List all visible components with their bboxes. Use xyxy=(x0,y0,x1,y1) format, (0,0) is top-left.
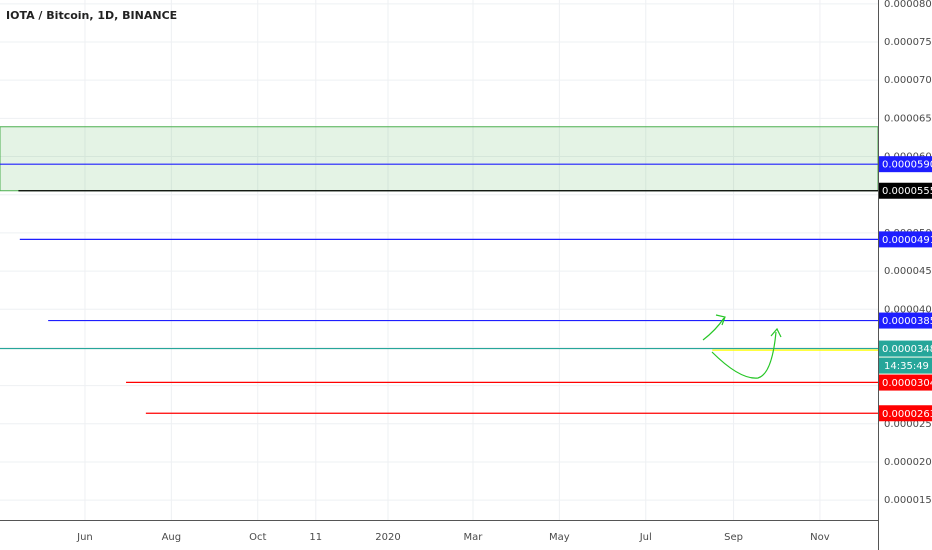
price-label-bg xyxy=(879,156,932,173)
arrow xyxy=(711,331,777,379)
y-tick-label: 0.00002500 xyxy=(884,419,932,430)
x-tick-label: Jun xyxy=(76,532,93,543)
y-tick-label: 0.00004000 xyxy=(884,304,932,315)
price-label-bg xyxy=(879,182,932,199)
x-tick-label: 11 xyxy=(309,532,322,543)
price-label: 0.00003852 xyxy=(882,316,932,327)
zone xyxy=(0,126,879,192)
price-label-bg xyxy=(879,405,932,422)
x-tick-label: Oct xyxy=(249,532,266,543)
price-label: 0.00004915 xyxy=(882,235,932,246)
countdown-bg xyxy=(879,357,932,374)
x-tick-label: Jul xyxy=(639,532,652,543)
price-label: 0.00003042 xyxy=(882,378,932,389)
price-label: 0.00005900 xyxy=(882,160,932,171)
countdown: 14:35:49 xyxy=(884,361,929,372)
price-label-bg xyxy=(879,231,932,248)
y-tick-label: 0.00002000 xyxy=(884,457,932,468)
y-tick-label: 0.00007500 xyxy=(884,37,932,48)
arrow-head xyxy=(770,327,782,338)
price-label: 0.00005552 xyxy=(882,186,932,197)
y-tick-label: 0.00008000 xyxy=(884,0,932,10)
x-tick-label: Sep xyxy=(724,532,743,543)
x-tick-label: May xyxy=(549,532,570,543)
price-label-bg xyxy=(879,312,932,329)
arrow-head xyxy=(715,314,726,326)
y-tick-label: 0.00001500 xyxy=(884,495,932,506)
x-tick-label: Mar xyxy=(464,532,484,543)
x-tick-label: Aug xyxy=(162,532,182,543)
price-label: 0.00002638 xyxy=(882,409,932,420)
y-tick-label: 0.00004500 xyxy=(884,266,932,277)
y-tick-label: 0.00006500 xyxy=(884,113,932,124)
price-label: 0.00003485 xyxy=(882,344,932,355)
chart-title: IOTA / Bitcoin, 1D, BINANCE xyxy=(6,9,177,22)
arrow xyxy=(702,317,725,341)
x-tick-label: 2020 xyxy=(375,532,400,543)
x-tick-label: Nov xyxy=(810,532,830,543)
y-tick-label: 0.00007000 xyxy=(884,75,932,86)
price-label-bg xyxy=(879,340,932,357)
price-label-bg xyxy=(879,374,932,391)
